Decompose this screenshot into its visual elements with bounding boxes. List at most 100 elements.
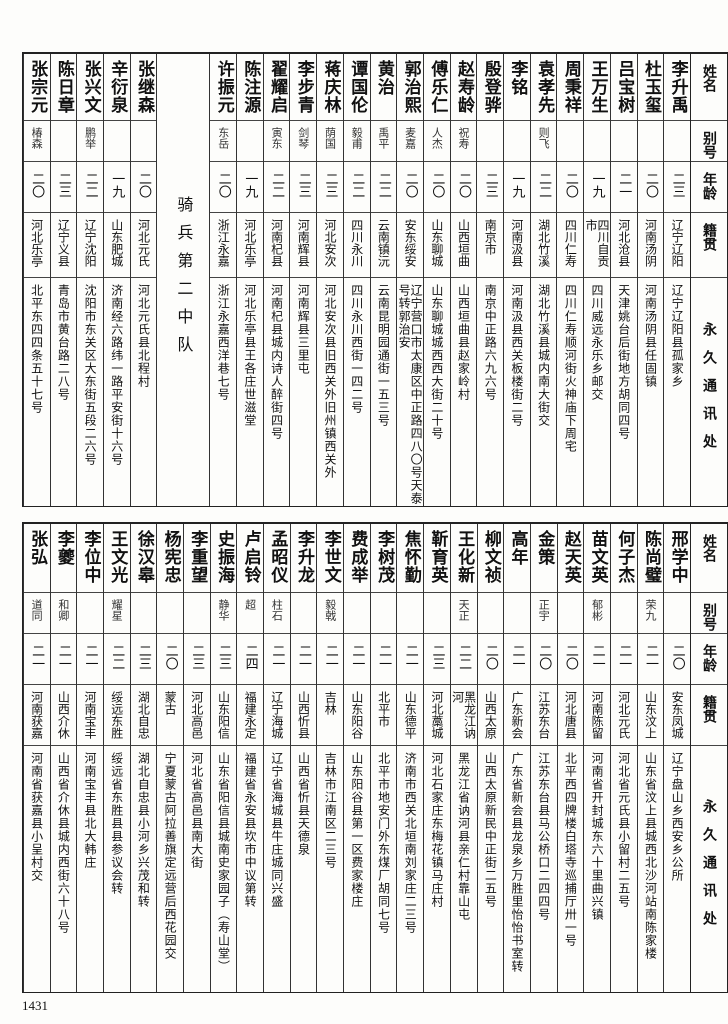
person-origin: 河南杞县 — [269, 219, 284, 267]
cell-alias — [504, 593, 530, 634]
person-alias: 寅东 — [270, 127, 284, 149]
cell-age: 二一 — [637, 634, 664, 685]
cell-age: 二二 — [370, 162, 397, 213]
person-origin: 四川永川 — [349, 219, 364, 267]
cell-address: 河南汲县西关板楼街二号 — [504, 278, 530, 506]
person-alias: 和卿 — [56, 599, 70, 621]
person-address: 山西垣曲县赵家岭村 — [456, 284, 471, 401]
cell-name: 陈日章 — [50, 54, 77, 121]
cell-address: 湖北竹溪县城内南大街交 — [531, 278, 557, 506]
cell-alias — [370, 593, 397, 634]
header-alias: 别号 — [701, 131, 717, 159]
person-column: 赵寿龄 祝寿 二〇 山西垣曲 山西垣曲县赵家岭村 — [449, 54, 477, 506]
person-address: 河北省元氏县小留村二五号 — [616, 752, 631, 908]
person-age: 二一 — [376, 644, 392, 670]
person-age: 二四 — [242, 644, 258, 670]
person-address: 山西省介休县城内西街六十八号 — [56, 752, 71, 934]
cell-alias — [424, 593, 450, 634]
person-address: 辽宁营口市太康区中正路四八〇号天泰号转郭治安 — [397, 284, 423, 505]
cell-alias: 剑琴 — [290, 121, 317, 162]
person-origin: 安东绥安 — [403, 219, 418, 267]
person-origin: 山西太原 — [483, 691, 498, 739]
person-age: 二〇 — [456, 172, 472, 198]
cell-alias — [477, 121, 504, 162]
page-number: 1431 — [22, 998, 48, 1013]
cell-name: 李重望 — [183, 524, 210, 593]
cell-alias: 鹏举 — [77, 121, 103, 162]
header-age: 年龄 — [701, 172, 717, 200]
person-name: 王文光 — [107, 530, 128, 584]
squad-label-column: 骑兵第二中队 — [156, 54, 209, 506]
person-address: 山西太原新民中正街二五号 — [483, 752, 498, 908]
cell-alias: 耀星 — [103, 593, 130, 634]
person-origin: 山东聊城 — [429, 219, 444, 267]
cell-age: 二三 — [210, 634, 237, 685]
person-age: 二〇 — [562, 172, 578, 198]
person-address: 辽宁盘山乡西安乡公所 — [670, 752, 685, 882]
person-alias: 禹平 — [376, 127, 390, 149]
person-name: 金策 — [534, 530, 555, 566]
cell-age: 二四 — [237, 634, 263, 685]
cell-alias — [130, 121, 157, 162]
cell-name: 郭治熙 — [397, 54, 423, 121]
cell-alias: 则飞 — [530, 121, 557, 162]
person-address: 吉林市江南区二三号 — [323, 752, 338, 869]
cell-age: 二〇 — [23, 162, 50, 213]
header-cell-address: 永久通讯处 — [691, 746, 727, 992]
person-origin: 河北安次 — [323, 219, 337, 267]
cell-age: 二一 — [290, 634, 317, 685]
cell-alias: 荣九 — [637, 593, 664, 634]
person-origin: 山东阳信 — [216, 691, 231, 739]
person-origin: 河北元氏 — [136, 219, 151, 267]
cell-origin: 浙江永嘉 — [210, 213, 237, 278]
cell-origin: 河南陈留 — [584, 685, 610, 746]
cell-origin: 江苏东台 — [530, 685, 557, 746]
person-name: 王万生 — [587, 60, 608, 114]
person-origin: 福建永定 — [243, 691, 258, 739]
cell-address: 山西垣曲县赵家岭村 — [451, 278, 477, 506]
person-age: 二〇 — [429, 172, 445, 198]
cell-address: 江苏东台县马公桥口二四四号 — [531, 746, 557, 992]
person-address: 四川仁寿顺河街火神庙下周宅 — [563, 284, 578, 453]
person-column: 陈注源 一九 河北乐亭 河北乐亭县王各庄世滋堂 — [236, 54, 263, 506]
person-origin: 安东凤城 — [670, 691, 685, 739]
cell-age: 二三 — [183, 634, 210, 685]
person-age: 二三 — [189, 644, 205, 670]
person-origin: 辽宁义县 — [56, 219, 71, 267]
person-name: 李重望 — [187, 530, 208, 584]
person-column: 李步青 剑琴 二三 河南辉县 河南辉县三里屯 — [289, 54, 317, 506]
person-column: 杨宪忠 二〇 蒙古 宁夏蒙古阿拉善旗定远营后西花园交 — [156, 524, 183, 992]
person-origin: 河南汲县 — [509, 219, 524, 267]
header-cell-origin: 籍贯 — [691, 213, 727, 278]
cell-age: 二〇 — [477, 634, 504, 685]
person-age: 二一 — [269, 644, 285, 670]
person-origin: 河北藁城 — [429, 691, 444, 739]
cell-origin: 辽宁沈阳 — [77, 213, 103, 278]
person-name: 张兴文 — [80, 60, 101, 114]
person-origin: 湖北自忠 — [136, 691, 151, 739]
person-column: 许振元 东岳 二〇 浙江永嘉 浙江永嘉西洋巷七号 — [209, 54, 237, 506]
person-column: 孟昭仪 柱石 二一 辽宁海城 辽宁省海城县牛庄城同兴盛 — [263, 524, 290, 992]
cell-alias — [130, 593, 157, 634]
cell-origin: 山东阳信 — [210, 685, 237, 746]
person-origin: 辽宁辽阳 — [670, 219, 685, 267]
person-address: 山东聊城城西西大街二十号 — [429, 284, 444, 440]
person-address: 绥远省东胜县县参议会转 — [109, 752, 124, 895]
person-name: 李升禹 — [667, 60, 688, 114]
cell-alias: 正宇 — [530, 593, 557, 634]
cell-age: 二二 — [530, 162, 557, 213]
person-age: 二一 — [616, 172, 632, 198]
cell-name: 柳文祯 — [477, 524, 504, 593]
person-name: 李位中 — [80, 530, 101, 584]
person-address: 四川永川西街一四二号 — [349, 284, 364, 414]
person-column: 郭治熙 麦嘉 二〇 安东绥安 辽宁营口市太康区中正路四八〇号天泰号转郭治安 — [396, 54, 423, 506]
cell-address: 河南省开封城东六十里曲兴镇 — [584, 746, 610, 992]
person-name: 张继森 — [133, 60, 154, 114]
cell-alias — [157, 593, 183, 634]
person-name: 张弘 — [27, 530, 48, 566]
person-name: 李树茂 — [374, 530, 395, 584]
cell-name: 李夔 — [50, 524, 77, 593]
person-alias: 荫国 — [323, 127, 337, 149]
person-age: 二一 — [616, 644, 632, 670]
cell-address: 济南市西关北垣南刘家庄二三号 — [397, 746, 423, 992]
